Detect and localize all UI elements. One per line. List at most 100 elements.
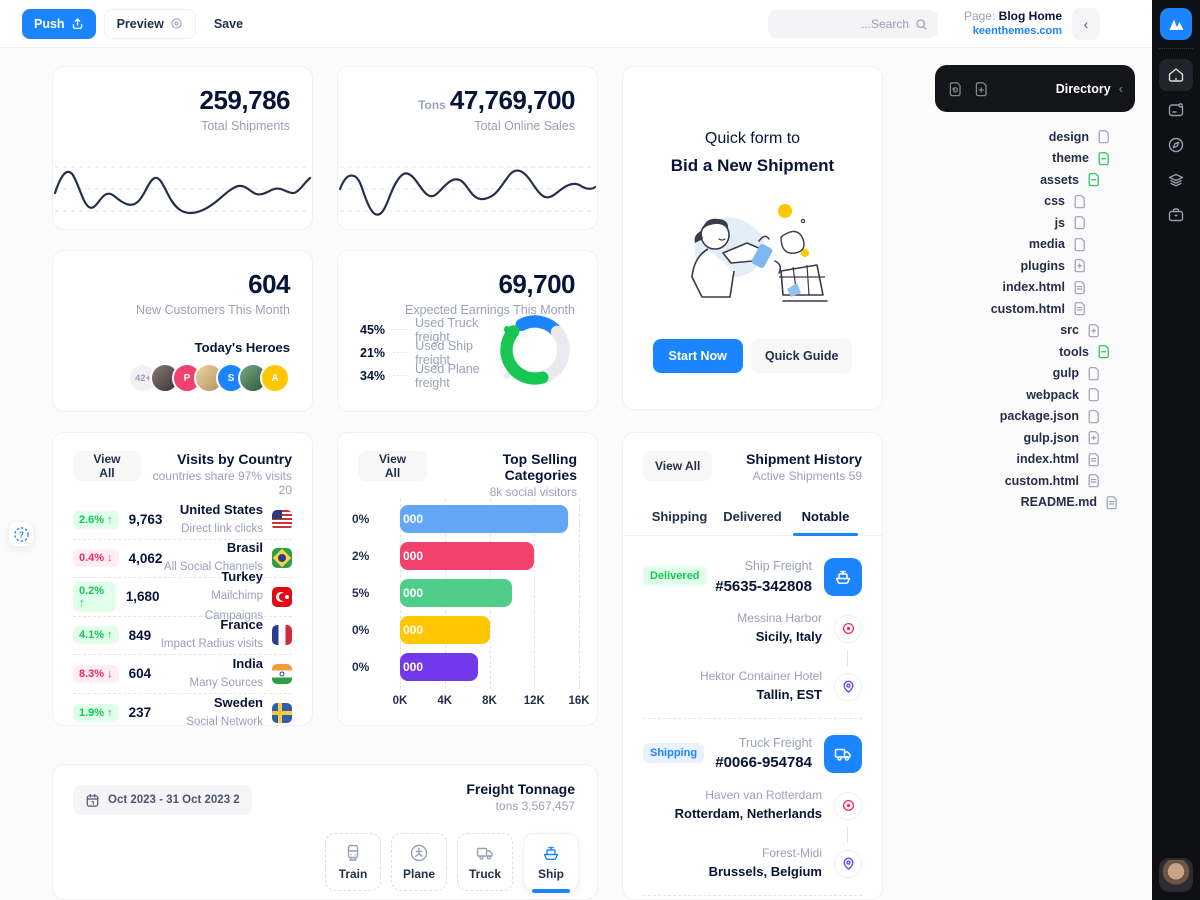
directory-item-index-html[interactable]: index.html xyxy=(935,277,1135,299)
destination-marker-icon xyxy=(834,672,862,701)
folder-plus-icon[interactable] xyxy=(1072,258,1087,273)
search-input[interactable] xyxy=(789,17,909,31)
directory-item-plugins[interactable]: plugins xyxy=(935,255,1135,277)
chevron-left-icon[interactable]: ‹ xyxy=(1118,81,1123,96)
search-icon xyxy=(915,18,928,31)
compass-icon[interactable] xyxy=(1159,129,1193,161)
bar[interactable]: 000 xyxy=(400,579,512,607)
file-add-icon[interactable] xyxy=(973,81,989,97)
directory-item-media[interactable]: media xyxy=(935,234,1135,256)
folder-icon[interactable] xyxy=(1086,366,1101,381)
folder-minus-green-icon[interactable] xyxy=(1096,151,1111,166)
tab-shipping[interactable]: Shipping xyxy=(651,509,708,524)
bar[interactable]: 000 xyxy=(400,505,568,533)
visits-view-all-button[interactable]: View All xyxy=(73,451,141,481)
bar[interactable]: 000 xyxy=(400,542,535,570)
tab-delivered[interactable]: Delivered xyxy=(723,509,782,524)
layers-icon[interactable] xyxy=(1159,164,1193,196)
mode-ship-button[interactable]: Ship xyxy=(523,833,579,893)
start-now-button[interactable]: Start Now xyxy=(652,339,743,374)
tonnage-subtitle: tons 3,567,457 xyxy=(495,799,575,813)
user-avatar[interactable] xyxy=(1159,858,1193,892)
topbar: Push Preview Save Page: Blog Home keenth… xyxy=(0,0,1152,48)
tab-notable[interactable]: Notable xyxy=(789,499,862,536)
visit-country-name: Brasil xyxy=(226,540,263,556)
flag-us-icon xyxy=(272,509,292,530)
directory-item-README-md[interactable]: README.md xyxy=(935,492,1135,514)
truck-freight-icon[interactable] xyxy=(824,734,862,773)
directory-item-assets[interactable]: assets xyxy=(935,169,1135,191)
online-sales-value: 47,769,700 xyxy=(449,85,576,115)
help-fab[interactable]: ? xyxy=(8,521,34,547)
folder-icon[interactable] xyxy=(1072,237,1087,252)
directory-item-tools[interactable]: tools xyxy=(935,341,1135,363)
collapse-panel-button[interactable]: ‹ xyxy=(1072,8,1100,40)
folder-icon[interactable] xyxy=(1072,215,1087,230)
visit-count: 604 xyxy=(128,666,152,682)
save-button[interactable]: Save xyxy=(202,9,255,39)
avatar[interactable]: A xyxy=(260,363,290,393)
shipments-sparkline xyxy=(53,151,312,223)
visits-subtitle: countries share 97% visits 20 xyxy=(152,469,292,497)
folder-minus-green-icon[interactable] xyxy=(1096,344,1111,359)
categories-view-all-button[interactable]: View All xyxy=(358,451,428,481)
folder-icon[interactable] xyxy=(1072,194,1087,209)
push-button[interactable]: Push xyxy=(22,8,96,39)
file-icon[interactable] xyxy=(1086,452,1101,467)
directory-item-label: design xyxy=(1048,129,1089,144)
mode-plane-button[interactable]: Plane xyxy=(391,833,447,891)
folder-icon[interactable] xyxy=(1086,409,1101,424)
quick-guide-button[interactable]: Quick Guide xyxy=(750,339,853,374)
directory-item-index-html[interactable]: index.html xyxy=(935,449,1135,471)
bar[interactable]: 000 xyxy=(400,616,490,644)
directory-item-theme[interactable]: theme xyxy=(935,148,1135,170)
file-icon[interactable] xyxy=(1072,280,1087,295)
directory-item-gulp-json[interactable]: gulp.json xyxy=(935,427,1135,449)
visit-country-row: 4.1% ↑ 849 France Impact Radius visits xyxy=(73,617,292,655)
history-view-all-button[interactable]: View All xyxy=(643,451,713,481)
file-icon[interactable] xyxy=(1104,495,1119,510)
directory-item-css[interactable]: css xyxy=(935,191,1135,213)
directory-item-js[interactable]: js xyxy=(935,212,1135,234)
directory-item-package-json[interactable]: package.json xyxy=(935,406,1135,428)
flag-se-icon xyxy=(272,702,292,723)
file-restore-icon[interactable] xyxy=(947,81,963,97)
folder-icon[interactable] xyxy=(1086,387,1101,402)
folder-plus-icon[interactable] xyxy=(1086,430,1101,445)
ship-freight-icon[interactable] xyxy=(824,558,862,596)
directory-item-gulp[interactable]: gulp xyxy=(935,363,1135,385)
folder-icon[interactable] xyxy=(1096,129,1111,144)
bar[interactable]: 000 xyxy=(400,653,479,681)
file-icon[interactable] xyxy=(1086,473,1101,488)
earnings-label: Expected Earnings This Month xyxy=(404,303,575,317)
folder-minus-green-icon[interactable] xyxy=(1086,172,1101,187)
x-tick-label: 16K xyxy=(568,695,590,707)
directory-item-custom-html[interactable]: custom.html xyxy=(935,298,1135,320)
history-title: Shipment History xyxy=(746,451,862,467)
stop-place: Forest-Midi xyxy=(761,845,822,860)
home-icon[interactable] xyxy=(1159,59,1193,91)
page-info: Page: Blog Home keenthemes.com xyxy=(964,8,1062,39)
directory-item-webpack[interactable]: webpack xyxy=(935,384,1135,406)
mode-train-button[interactable]: Train xyxy=(325,833,381,891)
directory-item-custom-html[interactable]: custom.html xyxy=(935,470,1135,492)
categories-subtitle: 8k social visitors xyxy=(489,485,577,499)
history-tabs: Shipping Delivered Notable xyxy=(623,499,882,536)
briefcase-icon[interactable] xyxy=(1159,199,1193,231)
mode-truck-button[interactable]: Truck xyxy=(457,833,513,891)
page-label: Page: xyxy=(963,9,996,23)
daily-card-icon[interactable] xyxy=(1159,94,1193,126)
right-rail xyxy=(1152,0,1200,900)
preview-button[interactable]: Preview xyxy=(103,8,196,39)
file-icon[interactable] xyxy=(1072,301,1087,316)
site-link[interactable]: keenthemes.com xyxy=(972,25,1062,38)
search-box[interactable] xyxy=(768,10,938,38)
date-range-picker[interactable]: Oct 2023 - 31 Oct 2023 2 xyxy=(73,785,252,815)
metronic-logo[interactable] xyxy=(1160,8,1192,40)
folder-plus-icon[interactable] xyxy=(1086,323,1101,338)
directory-item-design[interactable]: design xyxy=(935,126,1135,148)
visit-count: 9,763 xyxy=(128,512,163,528)
rail-divider xyxy=(1159,48,1193,49)
directory-item-src[interactable]: src xyxy=(935,320,1135,342)
visit-source: Direct link clicks xyxy=(181,522,263,535)
